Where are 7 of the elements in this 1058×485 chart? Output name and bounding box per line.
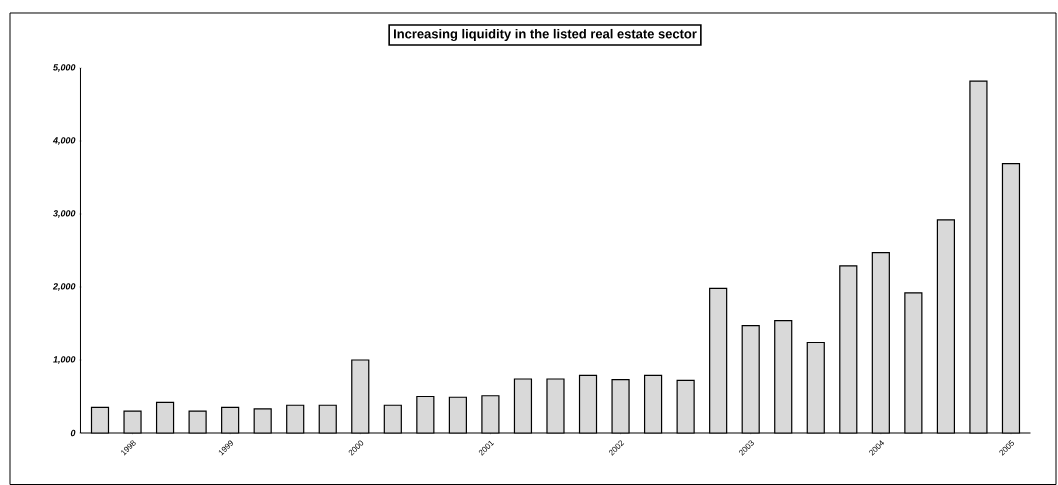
y-tick-label: 2,000 xyxy=(52,283,76,291)
y-tick-label: 3,000 xyxy=(53,210,76,218)
y-tick-label: 4,000 xyxy=(52,137,76,145)
y-tick-label: 5,000 xyxy=(53,64,76,72)
chart-title: Increasing liquidity in the listed real estate sector xyxy=(394,28,697,42)
y-tick-label: 0 xyxy=(70,429,76,437)
y-tick-label: 1,000 xyxy=(53,356,76,364)
